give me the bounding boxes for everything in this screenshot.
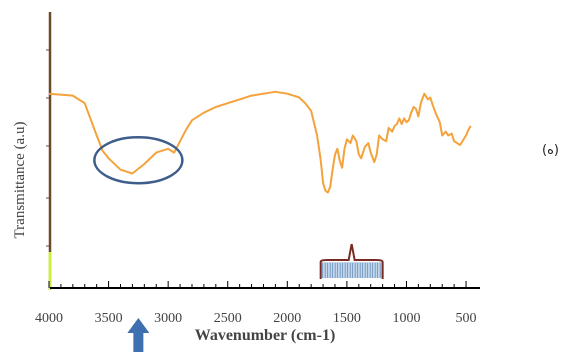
x-tick-label: 2000 xyxy=(273,311,301,326)
x-tick-label: 2500 xyxy=(214,311,242,326)
y-axis-label: Transmittance (a.u) xyxy=(12,122,28,239)
x-tick-label: 1000 xyxy=(392,311,420,326)
x-tick-label: 4000 xyxy=(35,311,63,326)
series-line-0 xyxy=(48,90,472,194)
x-tick-label: 1500 xyxy=(333,311,361,326)
bracket-fill xyxy=(320,262,383,278)
up-arrow-icon xyxy=(127,318,150,352)
x-tick-label: 3000 xyxy=(154,311,182,326)
bracket-outline xyxy=(319,243,384,279)
x-tick-label: 500 xyxy=(456,311,477,326)
x-tick-label: 3500 xyxy=(95,311,123,326)
highlight-ellipse xyxy=(93,135,184,185)
x-axis-label: Wavenumber (cm-1) xyxy=(195,327,336,344)
range-bracket xyxy=(319,243,384,279)
panel-label: (ه) xyxy=(542,143,559,158)
